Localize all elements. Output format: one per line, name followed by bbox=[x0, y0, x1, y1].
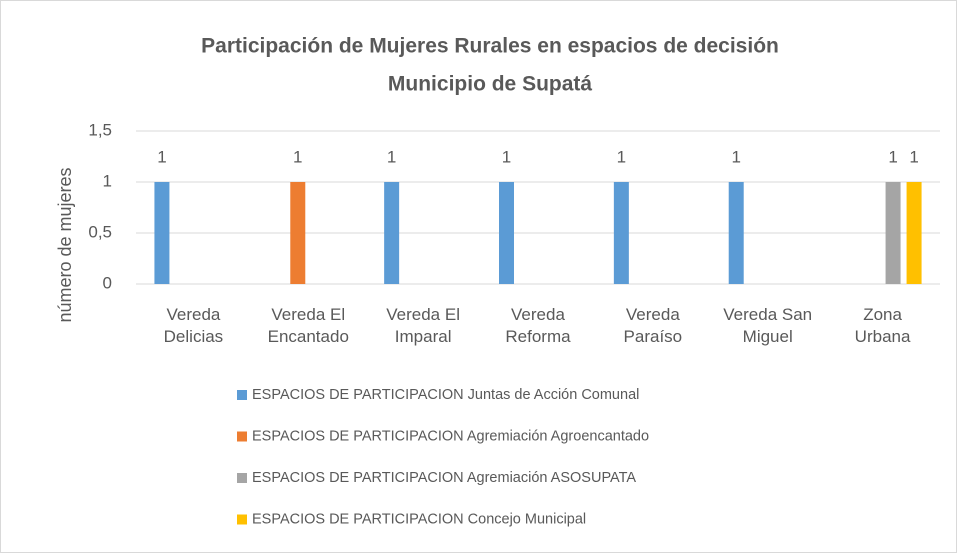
data-label: 1 bbox=[293, 147, 302, 166]
bar bbox=[384, 182, 400, 284]
y-axis-label: número de mujeres bbox=[55, 167, 75, 322]
data-label: 1 bbox=[731, 147, 740, 166]
x-tick-label: Vereda San Miguel bbox=[723, 305, 813, 346]
bar bbox=[290, 182, 306, 284]
legend-swatch bbox=[237, 431, 247, 442]
data-label: 1 bbox=[617, 147, 626, 166]
y-tick-label: 0,5 bbox=[88, 222, 112, 241]
legend-swatch bbox=[237, 514, 247, 525]
bar bbox=[499, 182, 514, 284]
legend-label: ESPACIOS DE PARTICIPACION Concejo Munici… bbox=[252, 511, 586, 527]
bar bbox=[728, 182, 744, 284]
x-tick-label: Vereda Reforma bbox=[505, 305, 571, 346]
data-label: 1 bbox=[387, 147, 396, 166]
legend-label: ESPACIOS DE PARTICIPACION Agremiación AS… bbox=[252, 470, 636, 486]
x-tick-label: Zona Urbana bbox=[854, 305, 911, 346]
data-label: 1 bbox=[888, 147, 897, 166]
legend-label: ESPACIOS DE PARTICIPACION Juntas de Acci… bbox=[252, 387, 639, 403]
data-label: 1 bbox=[502, 147, 511, 166]
x-tick-label: Vereda Delicias bbox=[163, 305, 224, 346]
data-label: 1 bbox=[157, 147, 166, 166]
legend-swatch bbox=[237, 390, 247, 400]
bar bbox=[154, 182, 170, 284]
x-tick-label: Vereda El Encantado bbox=[267, 305, 349, 346]
x-tick-label: Vereda Paraíso bbox=[623, 305, 683, 346]
y-tick-label: 0 bbox=[103, 273, 112, 292]
x-tick-label: Vereda El Imparal bbox=[386, 305, 460, 346]
bar bbox=[613, 182, 629, 284]
data-label: 1 bbox=[909, 147, 918, 166]
chart-title: Participación de Mujeres Rurales en espa… bbox=[201, 35, 779, 58]
legend-swatch bbox=[237, 473, 247, 483]
chart-title: Municipio de Supatá bbox=[388, 73, 592, 96]
y-tick-label: 1 bbox=[103, 171, 112, 190]
y-tick-label: 1,5 bbox=[88, 120, 112, 139]
bar bbox=[885, 182, 901, 284]
legend-label: ESPACIOS DE PARTICIPACION Agremiación Ag… bbox=[252, 428, 649, 444]
bar bbox=[906, 182, 922, 284]
